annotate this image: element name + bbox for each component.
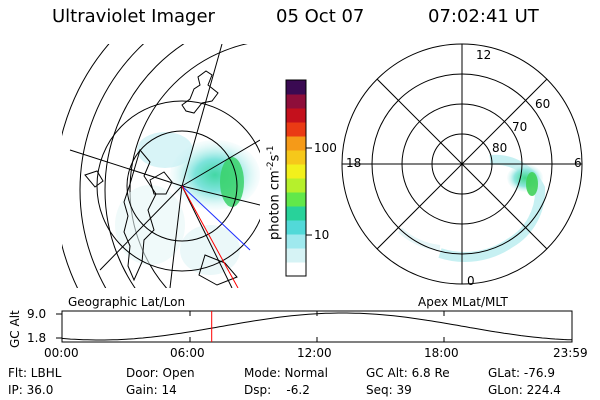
colorbar-segment bbox=[286, 108, 306, 123]
colorbar-segment bbox=[286, 150, 306, 165]
geo-map-projection bbox=[62, 44, 260, 288]
colorbar-segment bbox=[286, 192, 306, 207]
info-glon: GLon: 224.4 bbox=[488, 383, 561, 397]
lat-label-70: 70 bbox=[512, 120, 528, 134]
colorbar-segment bbox=[286, 262, 306, 277]
altitude-ytick-1-8: 1.8 bbox=[27, 331, 47, 345]
colorbar-segment bbox=[286, 122, 306, 137]
colorbar-tick-label-100: 100 bbox=[314, 141, 337, 155]
info-dsp: Dsp: -6.2 bbox=[244, 383, 310, 397]
lat-label-60: 60 bbox=[535, 97, 551, 111]
colorbar-tick-label-10: 10 bbox=[314, 228, 330, 242]
polar-map-label: Apex MLat/MLT bbox=[418, 295, 508, 309]
colorbar-segment bbox=[286, 206, 306, 221]
colorbar-segment bbox=[286, 136, 306, 151]
info-gain: Gain: 14 bbox=[126, 383, 177, 397]
altitude-xtick-0600: 06:00 bbox=[170, 346, 205, 360]
info-ip: IP: 36.0 bbox=[8, 383, 54, 397]
info-gc-alt: GC Alt: 6.8 Re bbox=[366, 366, 450, 380]
mlt-label-6: 6 bbox=[574, 156, 582, 170]
instrument-title: Ultraviolet Imager bbox=[52, 6, 215, 27]
colorbar-segment bbox=[286, 178, 306, 193]
mlt-label-12: 12 bbox=[476, 48, 492, 62]
geo-map-label: Geographic Lat/Lon bbox=[68, 295, 186, 309]
info-mode: Mode: Normal bbox=[244, 366, 328, 380]
altitude-xtick-0000: 00:00 bbox=[44, 346, 79, 360]
mlt-label-0: 0 bbox=[467, 274, 475, 288]
altitude-xtick-1200: 12:00 bbox=[297, 346, 332, 360]
colorbar-segment bbox=[286, 234, 306, 249]
altitude-ytick-9: 9.0 bbox=[27, 307, 47, 321]
info-flt: Flt: LBHL bbox=[8, 366, 62, 380]
info-glat: GLat: -76.9 bbox=[488, 366, 555, 380]
colorbar-segment bbox=[286, 220, 306, 235]
time-label: 07:02:41 UT bbox=[428, 6, 539, 27]
colorbar-segment bbox=[286, 80, 306, 95]
altitude-xtick-1800: 18:00 bbox=[424, 346, 459, 360]
colorbar-segment bbox=[286, 248, 306, 263]
info-door: Door: Open bbox=[126, 366, 195, 380]
mlt-label-18: 18 bbox=[346, 156, 362, 170]
altitude-ylabel: GC Alt bbox=[8, 310, 22, 348]
info-seq: Seq: 39 bbox=[366, 383, 412, 397]
colorbar-segment bbox=[286, 94, 306, 109]
date-label: 05 Oct 07 bbox=[276, 6, 365, 27]
colorbar-segment bbox=[286, 164, 306, 179]
lat-label-80: 80 bbox=[492, 141, 508, 155]
altitude-curve bbox=[61, 312, 573, 341]
altitude-xtick-2359: 23:59 bbox=[553, 346, 588, 360]
